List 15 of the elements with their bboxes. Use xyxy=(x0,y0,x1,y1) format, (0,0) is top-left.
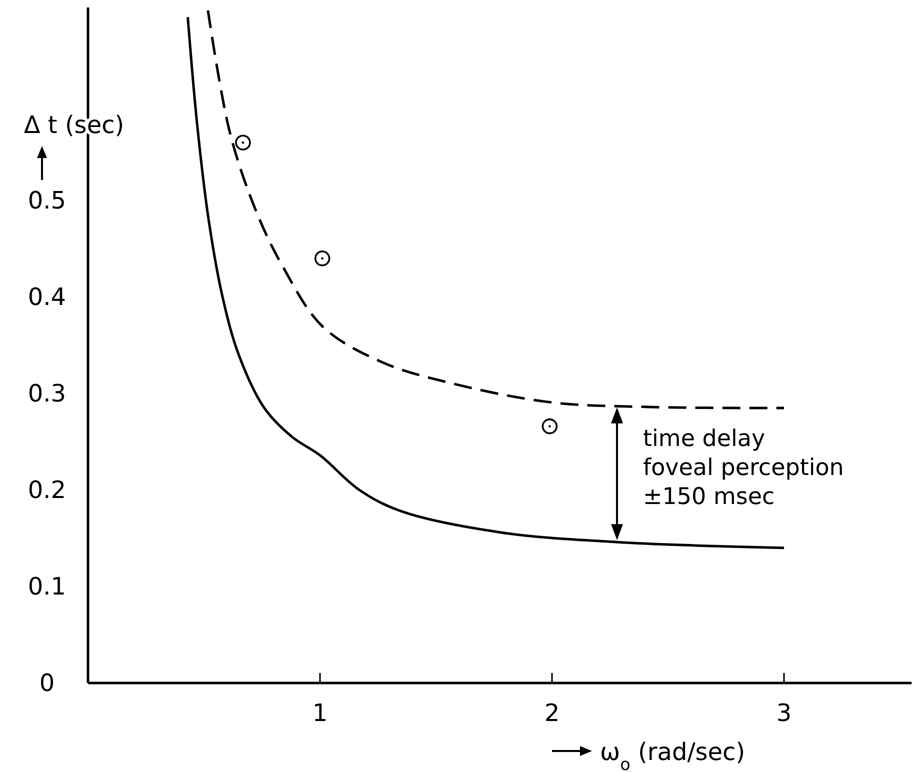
y-tick-label: 0 xyxy=(39,669,55,697)
y-tick-label: 0.3 xyxy=(28,380,66,408)
line-series xyxy=(206,9,786,410)
point xyxy=(314,250,330,266)
y-tick-label: 0.1 xyxy=(28,572,66,600)
x-tick-label: 1 xyxy=(312,699,328,727)
x-tick-label: 2 xyxy=(544,699,560,727)
point xyxy=(542,418,558,434)
y-tick-label: 0.2 xyxy=(28,476,66,504)
annotation: time delay foveal perception ±150 msec xyxy=(643,426,844,510)
x-tick-label: 3 xyxy=(776,699,792,727)
x-axis-title: ω$_{o}$ (rad/sec) xyxy=(600,738,746,772)
y-tick-label: 0.4 xyxy=(28,283,66,311)
point xyxy=(235,134,251,150)
y-tick-label: 0.5 xyxy=(28,186,66,214)
